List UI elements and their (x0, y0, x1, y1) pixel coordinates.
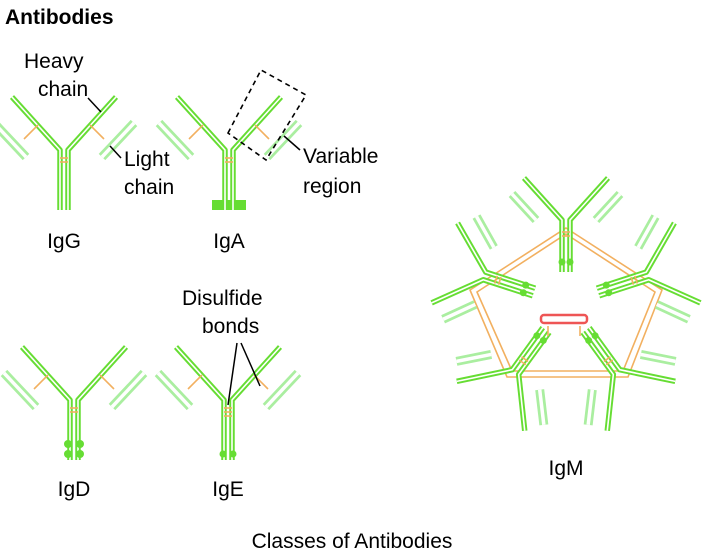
variable-region-label-line2: region (303, 175, 361, 198)
ige-label: IgE (212, 478, 244, 501)
ige-antibody (158, 347, 298, 460)
igd-label: IgD (58, 478, 91, 501)
disulfide-label-line1: Disulfide (182, 287, 263, 310)
variable-region-label-line1: Variable (303, 145, 379, 168)
heavy-chain-label-line1: Heavy (24, 50, 84, 73)
iga-antibody (159, 97, 299, 210)
igg-label: IgG (47, 230, 81, 253)
igm-antibody (428, 178, 704, 438)
heavy-chain-label-line2: chain (38, 78, 88, 101)
diagram-caption: Classes of Antibodies (252, 530, 453, 553)
igd-antibody (4, 347, 144, 460)
disulfide-pointer-hinge (227, 342, 238, 406)
iga-label: IgA (213, 230, 245, 253)
light-chain-pointer (109, 145, 122, 159)
diagram-title: Antibodies (5, 6, 114, 29)
igg-antibody (0, 97, 134, 210)
light-chain-label-line1: Light (124, 148, 170, 171)
disulfide-label-line2: bonds (202, 315, 259, 338)
light-chain-label-line2: chain (124, 176, 174, 199)
disulfide-pointer-chain (240, 342, 261, 387)
igm-label: IgM (548, 457, 583, 480)
j-chain (539, 313, 589, 325)
variable-region-box (226, 68, 308, 162)
variable-region-pointer (283, 135, 301, 151)
heavy-chain-pointer (87, 97, 102, 113)
